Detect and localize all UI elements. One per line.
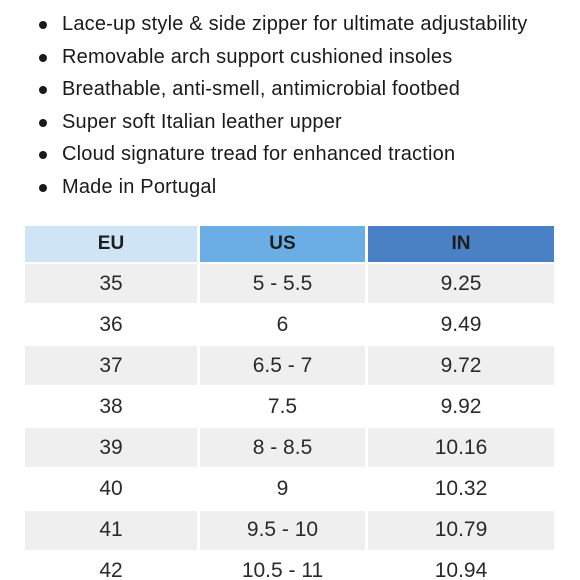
- cell-eu: 38: [25, 385, 200, 427]
- cell-in: 9.92: [368, 385, 554, 427]
- bullet-icon: [39, 21, 47, 29]
- header-us: US: [200, 226, 368, 262]
- cell-eu: 41: [25, 508, 200, 550]
- cell-in: 9.49: [368, 303, 554, 345]
- feature-item: Cloud signature tread for enhanced tract…: [0, 138, 580, 171]
- feature-text: Breathable, anti-smell, antimicrobial fo…: [62, 78, 461, 101]
- feature-list: Lace-up style & side zipper for ultimate…: [0, 8, 580, 204]
- cell-us: 9.5 - 10: [200, 508, 368, 550]
- cell-in: 10.79: [368, 508, 554, 550]
- cell-us: 5 - 5.5: [200, 262, 368, 304]
- cell-us: 10.5 - 11: [200, 549, 368, 580]
- feature-item: Removable arch support cushioned insoles: [0, 41, 580, 74]
- feature-text: Made in Portugal: [62, 175, 217, 198]
- cell-us: 9: [200, 467, 368, 509]
- cell-in: 10.94: [368, 549, 554, 580]
- bullet-icon: [39, 183, 47, 192]
- cell-eu: 35: [25, 262, 200, 304]
- bullet-icon: [39, 151, 47, 160]
- cell-eu: 42: [25, 549, 200, 580]
- bullet-icon: [39, 118, 47, 127]
- table-row: 37 6.5 - 7 9.72: [25, 344, 554, 386]
- table-row: 39 8 - 8.5 10.16: [25, 426, 554, 468]
- feature-text: Super soft Italian leather upper: [62, 110, 342, 133]
- table-row: 42 10.5 - 11 10.94: [25, 549, 554, 580]
- header-eu: EU: [25, 226, 200, 262]
- table-row: 41 9.5 - 10 10.79: [25, 508, 554, 550]
- cell-us: 7.5: [200, 385, 368, 427]
- table-row: 40 9 10.32: [25, 467, 554, 509]
- cell-eu: 39: [25, 426, 200, 468]
- cell-in: 10.32: [368, 467, 554, 509]
- size-chart-table: EU US IN 35 5 - 5.5 9.25 36 6 9.49 37 6.…: [25, 226, 554, 580]
- feature-text: Cloud signature tread for enhanced tract…: [62, 143, 456, 166]
- cell-eu: 37: [25, 344, 200, 386]
- bullet-icon: [39, 53, 47, 62]
- cell-in: 10.16: [368, 426, 554, 468]
- table-row: 36 6 9.49: [25, 303, 554, 345]
- cell-us: 8 - 8.5: [200, 426, 368, 468]
- table-row: 38 7.5 9.92: [25, 385, 554, 427]
- feature-text: Lace-up style & side zipper for ultimate…: [62, 13, 528, 35]
- cell-us: 6: [200, 303, 368, 345]
- cell-us: 6.5 - 7: [200, 344, 368, 386]
- cell-eu: 36: [25, 303, 200, 345]
- bullet-icon: [39, 86, 47, 95]
- feature-item: Made in Portugal: [0, 171, 580, 204]
- cell-eu: 40: [25, 467, 200, 509]
- cell-in: 9.72: [368, 344, 554, 386]
- table-row: 35 5 - 5.5 9.25: [25, 262, 554, 304]
- feature-item: Breathable, anti-smell, antimicrobial fo…: [0, 73, 580, 106]
- header-in: IN: [368, 226, 554, 262]
- cell-in: 9.25: [368, 262, 554, 304]
- feature-item: Super soft Italian leather upper: [0, 106, 580, 139]
- feature-item: Lace-up style & side zipper for ultimate…: [0, 8, 580, 41]
- table-header-row: EU US IN: [25, 226, 554, 262]
- feature-text: Removable arch support cushioned insoles: [62, 45, 453, 68]
